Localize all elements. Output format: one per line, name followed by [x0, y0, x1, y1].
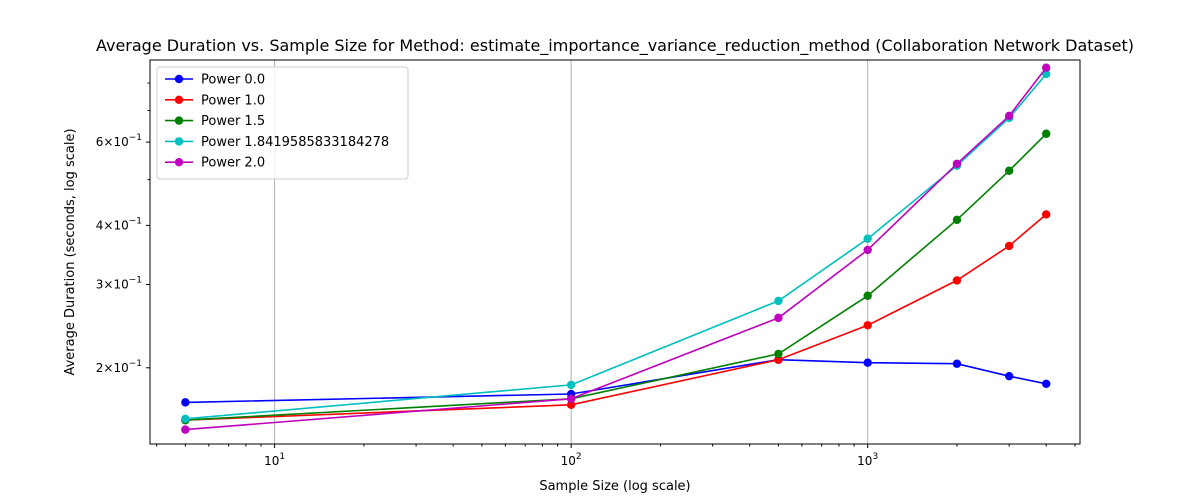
data-point: [181, 425, 190, 434]
data-point: [1042, 129, 1051, 138]
data-point: [952, 159, 962, 168]
data-point: [952, 276, 962, 285]
legend-box: [156, 66, 409, 180]
data-point: [1042, 69, 1051, 79]
chart-title: Average Duration vs. Sample Size for Met…: [96, 36, 1134, 56]
x-axis-label: Sample Size (log scale): [539, 479, 690, 494]
y-tick-label: 2×10−1: [96, 359, 142, 375]
x-tick-base: 10: [561, 454, 576, 468]
data-point: [952, 359, 962, 368]
data-point: [1004, 241, 1014, 251]
x-tick-exponent: 2: [576, 452, 582, 462]
x-tick-exponent: 3: [872, 452, 878, 462]
data-point: [774, 313, 783, 323]
data-point: [863, 321, 872, 330]
data-point: [181, 398, 190, 407]
legend: Power 0.0 Power 1.0 Power 1.5 Power 1.84195…: [156, 66, 409, 180]
data-point: [774, 349, 783, 359]
data-point: [566, 380, 576, 390]
y-tick-mantissa: 2×10: [96, 361, 129, 375]
legend-marker: [174, 95, 184, 105]
legend-marker: [174, 116, 184, 125]
y-tick-exponent: −1: [129, 359, 142, 369]
y-axis-label: Average Duration (seconds, log scale): [63, 128, 78, 375]
series-group: [181, 63, 1051, 434]
data-point: [1004, 166, 1014, 175]
data-point: [1004, 111, 1014, 121]
plot-area-frame: [149, 59, 1081, 445]
plot-series: [181, 63, 1051, 434]
data-point: [1004, 371, 1014, 381]
data-point: [952, 215, 962, 225]
legend-label: Power 1.5: [201, 114, 265, 129]
series-group: [181, 210, 1051, 425]
data-point: [863, 245, 872, 255]
x-tick-base: 10: [264, 454, 279, 468]
x-tick-label: 103: [857, 452, 878, 468]
data-point: [1042, 210, 1051, 219]
y-tick-exponent: −1: [129, 216, 142, 226]
y-tick-mantissa: 4×10: [96, 218, 129, 232]
data-point: [1042, 63, 1051, 72]
legend-label: Power 1.0: [201, 93, 265, 108]
x-tick-base: 10: [857, 454, 872, 468]
legend-marker: [174, 158, 184, 167]
x-tick-label: 102: [561, 452, 582, 468]
y-tick-label: 6×10−1: [96, 133, 142, 149]
data-point: [774, 296, 783, 306]
y-tick-mantissa: 3×10: [96, 278, 129, 292]
data-point: [863, 234, 872, 243]
legend-label: Power 2.0: [201, 156, 265, 171]
data-point: [863, 291, 872, 300]
data-point: [863, 358, 872, 367]
x-tick-exponent: 1: [279, 452, 285, 462]
data-point: [1042, 379, 1051, 388]
y-tick-exponent: −1: [129, 276, 142, 286]
legend-marker: [174, 137, 184, 146]
y-tick-label: 3×10−1: [96, 276, 142, 292]
y-tick-exponent: −1: [129, 133, 142, 143]
data-point: [566, 394, 576, 403]
data-point: [181, 414, 190, 424]
y-tick-mantissa: 6×10: [96, 135, 129, 149]
data-point: [566, 400, 576, 410]
legend-label: Power 0.0: [201, 73, 265, 88]
legend-marker: [174, 74, 184, 84]
legend-label: Power 1.8419585833184278: [201, 135, 389, 150]
x-tick-label: 101: [264, 452, 285, 468]
y-tick-label: 4×10−1: [96, 216, 142, 232]
data-point: [774, 355, 783, 364]
